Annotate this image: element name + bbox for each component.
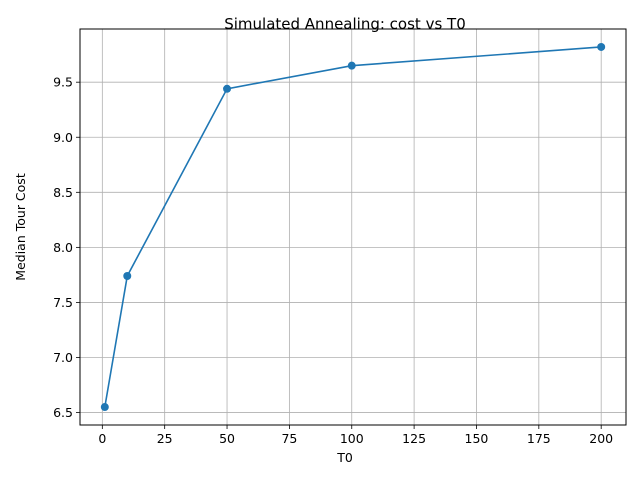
x-tick-label: 125 bbox=[402, 431, 426, 446]
data-point bbox=[597, 42, 606, 51]
y-tick-label: 6.5 bbox=[53, 405, 73, 420]
y-tick-label: 9.0 bbox=[53, 130, 73, 145]
x-tick-label: 25 bbox=[157, 431, 173, 446]
y-tick-label: 7.0 bbox=[53, 350, 73, 365]
y-tick-label: 9.5 bbox=[53, 75, 73, 90]
x-tick-label: 0 bbox=[98, 431, 106, 446]
data-point bbox=[223, 84, 232, 93]
data-point bbox=[100, 403, 109, 412]
y-tick-label: 8.5 bbox=[53, 185, 73, 200]
x-tick-label: 200 bbox=[589, 431, 613, 446]
plot-frame bbox=[79, 28, 627, 426]
x-tick-label: 100 bbox=[340, 431, 364, 446]
grid bbox=[80, 29, 626, 425]
x-tick-label: 175 bbox=[527, 431, 551, 446]
series bbox=[100, 42, 606, 412]
y-axis-label: Median Tour Cost bbox=[13, 173, 28, 281]
x-tick-label: 150 bbox=[465, 431, 489, 446]
chart-title: Simulated Annealing: cost vs T0 bbox=[224, 15, 466, 33]
y-tick-label: 7.5 bbox=[53, 295, 73, 310]
y-tick-label: 8.0 bbox=[53, 240, 73, 255]
x-tick-label: 50 bbox=[219, 431, 235, 446]
x-tick-label: 75 bbox=[281, 431, 297, 446]
data-point bbox=[347, 61, 356, 70]
ticks: 0 25 50 75 100 125 150 175 200 6.5 7.0 7.5 8.0 8.5 9.0… bbox=[53, 75, 613, 446]
x-axis-label: T0 bbox=[336, 450, 353, 465]
data-point bbox=[123, 272, 132, 281]
